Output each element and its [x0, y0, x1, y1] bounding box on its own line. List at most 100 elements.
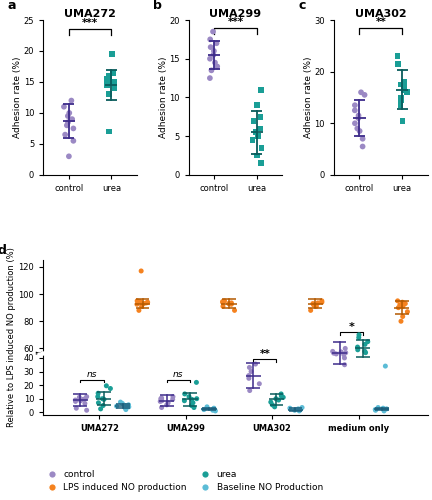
Point: [109, 78, 116, 86]
Point: [68, 96, 75, 104]
Point: [400, 83, 407, 91]
Point: [383, 405, 390, 413]
Point: [257, 86, 264, 94]
Point: [372, 406, 379, 413]
Point: [213, 39, 220, 47]
Point: [143, 299, 150, 307]
Y-axis label: Adhesion rate (%): Adhesion rate (%): [159, 56, 168, 138]
Point: [158, 394, 165, 402]
Point: [397, 101, 404, 109]
Text: ns: ns: [87, 370, 97, 380]
Point: [210, 404, 217, 412]
Point: [210, 51, 217, 59]
Point: [256, 380, 263, 388]
Point: [254, 101, 260, 109]
Point: [275, 396, 282, 404]
Point: [219, 298, 226, 306]
Point: [296, 407, 303, 415]
Point: [186, 392, 193, 400]
Text: c: c: [298, 0, 306, 12]
Text: a: a: [8, 0, 16, 12]
Point: [163, 401, 170, 409]
Title: UMA299: UMA299: [210, 9, 261, 19]
Point: [122, 406, 129, 413]
Point: [252, 360, 259, 368]
Point: [258, 160, 265, 168]
Point: [107, 384, 114, 392]
Title: UMA302: UMA302: [355, 9, 407, 19]
Point: [82, 394, 89, 402]
Point: [399, 298, 406, 306]
Point: [66, 109, 73, 117]
Point: [134, 297, 141, 305]
Point: [364, 338, 371, 345]
Point: [140, 300, 147, 308]
Point: [62, 130, 69, 138]
Point: [280, 394, 287, 402]
Point: [64, 112, 71, 120]
Point: [207, 43, 214, 51]
Point: [342, 344, 349, 352]
Point: [106, 90, 113, 98]
Point: [361, 91, 368, 99]
Point: [106, 72, 113, 80]
Point: [212, 58, 219, 66]
Point: [76, 394, 83, 402]
Point: [397, 80, 404, 88]
Point: [181, 396, 188, 404]
Point: [188, 402, 195, 409]
Point: [228, 299, 235, 307]
Point: [329, 348, 336, 356]
Point: [219, 302, 226, 310]
Point: [278, 392, 285, 400]
Point: [402, 300, 409, 308]
Point: [79, 396, 86, 404]
Point: [397, 94, 404, 102]
Point: [228, 300, 235, 308]
Point: [207, 36, 214, 44]
Point: [341, 354, 348, 362]
Point: [375, 404, 381, 411]
Point: [200, 406, 207, 413]
Point: [333, 350, 340, 358]
Point: [110, 68, 117, 76]
Point: [354, 343, 361, 351]
Text: d: d: [0, 244, 6, 257]
Point: [355, 334, 362, 342]
Point: [256, 124, 263, 132]
Point: [250, 116, 257, 124]
Point: [169, 392, 176, 400]
Point: [380, 404, 387, 412]
Point: [245, 372, 252, 380]
Point: [395, 60, 402, 68]
Point: [297, 406, 304, 413]
Point: [249, 136, 256, 144]
Point: [70, 124, 77, 132]
Point: [246, 386, 253, 394]
Point: [351, 106, 358, 114]
Point: [355, 114, 362, 122]
Point: [159, 396, 165, 404]
Point: [291, 406, 298, 414]
Point: [136, 306, 143, 314]
Point: [105, 128, 112, 136]
Point: [372, 406, 379, 414]
Point: [105, 75, 111, 83]
Point: [125, 401, 132, 409]
Point: [206, 74, 213, 82]
Point: [69, 115, 76, 123]
Point: [258, 144, 265, 152]
Point: [351, 101, 358, 109]
Point: [225, 300, 232, 308]
Point: [95, 390, 102, 398]
Point: [108, 50, 115, 58]
Point: [113, 402, 120, 410]
Point: [271, 403, 278, 411]
Point: [210, 47, 217, 55]
Point: [214, 62, 221, 70]
Point: [382, 362, 389, 370]
Point: [252, 128, 259, 136]
Point: [246, 364, 253, 372]
Point: [400, 86, 407, 94]
Point: [396, 301, 403, 309]
